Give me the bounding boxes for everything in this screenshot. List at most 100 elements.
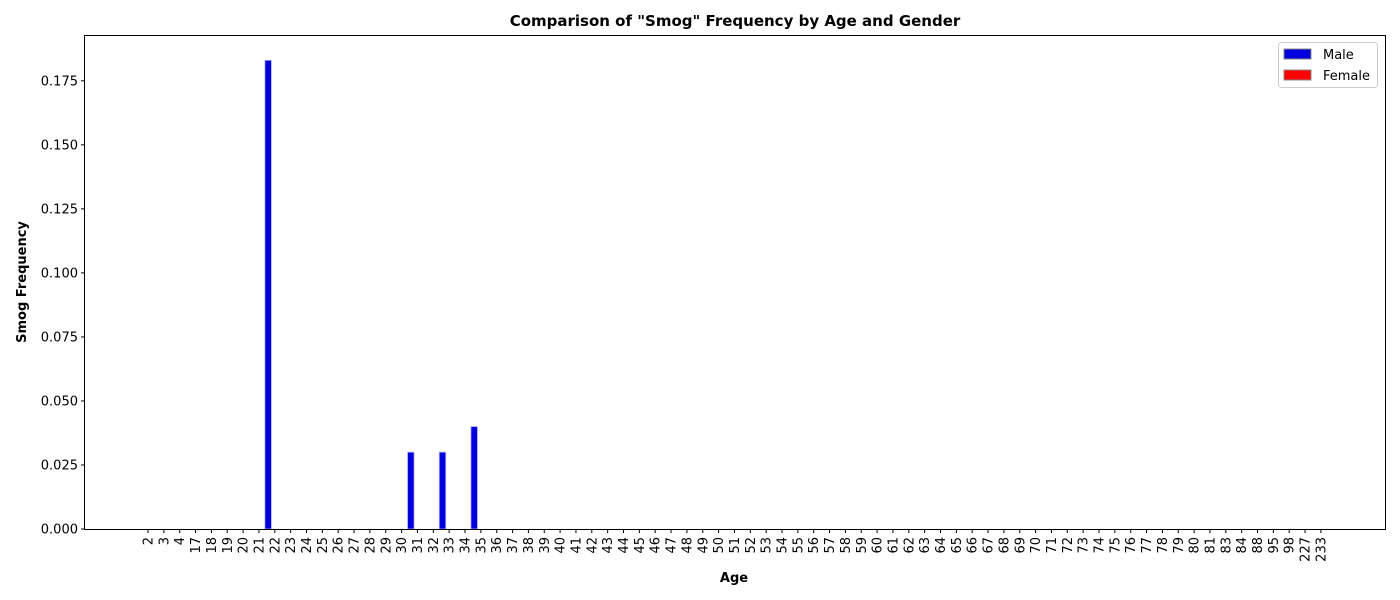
x-tick-label: 74 [1093,537,1108,554]
x-tick-label: 76 [1124,537,1139,554]
x-tick-label: 71 [1045,537,1060,554]
x-tick-label: 72 [1061,537,1076,554]
x-tick-label: 66 [966,537,981,554]
x-tick-label: 34 [459,537,474,554]
x-tick-label: 3 [157,537,172,545]
y-tick-label: 0.050 [41,394,78,409]
x-tick-label: 233 [1314,537,1329,562]
y-axis: 0.000 0.025 0.050 0.075 0.100 0.125 0.150 0.175 [41,74,85,538]
x-tick-label: 28 [363,537,378,554]
legend-swatch-female [1283,69,1312,81]
x-tick-label: 64 [934,537,949,554]
x-tick-label: 67 [982,537,997,554]
x-tick-label: 55 [791,537,806,554]
x-tick-label: 26 [332,537,347,554]
x-tick-label: 84 [1235,537,1250,554]
x-tick-label: 32 [427,537,442,554]
x-tick-label: 37 [506,537,521,554]
x-axis: 2 3 4 17 18 19 20 21 22 23 24 25 26 27 28 29 30 31 32 33 34 3… [142,529,1329,562]
y-tick-label: 0.125 [41,202,78,217]
x-tick-label: 57 [823,537,838,554]
plot-frame [84,35,1386,530]
x-tick-label: 19 [221,537,236,554]
x-tick-label: 2 [142,537,157,545]
bar-male-32 [438,451,447,530]
x-tick-label: 88 [1251,537,1266,554]
x-tick-label: 80 [1188,537,1203,554]
x-tick-label: 21 [252,537,267,554]
x-tick-label: 43 [601,537,616,554]
y-tick-label: 0.175 [41,74,78,89]
x-tick-label: 36 [490,537,505,554]
x-tick-label: 58 [839,537,854,554]
x-tick-label: 53 [760,537,775,554]
x-tick-label: 62 [902,537,917,554]
x-tick-label: 18 [205,537,220,554]
legend: Male Female [1278,42,1378,88]
x-tick-label: 54 [776,537,791,554]
x-tick-label: 51 [728,537,743,554]
x-tick-label: 50 [712,537,727,554]
x-tick-label: 49 [696,537,711,554]
x-tick-label: 56 [807,537,822,554]
y-tick-label: 0.025 [41,458,78,473]
x-tick-label: 22 [268,537,283,554]
x-tick-label: 17 [189,537,204,554]
x-tick-label: 77 [1140,537,1155,554]
x-axis-label: Age [720,571,748,586]
x-tick-label: 25 [316,537,331,554]
x-tick-label: 60 [871,537,886,554]
x-tick-label: 40 [554,537,569,554]
x-tick-label: 39 [538,537,553,554]
x-tick-label: 31 [411,537,426,554]
x-tick-label: 38 [522,537,537,554]
x-tick-label: 95 [1267,537,1282,554]
x-tick-label: 65 [950,537,965,554]
x-tick-label: 33 [443,537,458,554]
x-tick-label: 44 [617,537,632,554]
x-tick-label: 42 [585,537,600,554]
legend-label-female: Female [1323,69,1370,84]
x-tick-label: 41 [569,537,584,554]
y-tick-label: 0.150 [41,138,78,153]
x-tick-label: 46 [649,537,664,554]
x-tick-label: 48 [680,537,695,554]
x-tick-label: 23 [284,537,299,554]
legend-label-male: Male [1323,48,1354,63]
bar-male-21 [264,59,272,530]
bars-group [264,59,478,530]
x-tick-label: 24 [300,537,315,554]
x-tick-label: 29 [379,537,394,554]
x-tick-label: 68 [997,537,1012,554]
x-tick-label: 47 [665,537,680,554]
y-axis-label: Smog Frequency [15,221,30,343]
x-tick-label: 78 [1156,537,1171,554]
x-tick-label: 27 [348,537,363,554]
x-tick-label: 30 [395,537,410,554]
y-tick-label: 0.100 [41,266,78,281]
x-tick-label: 75 [1108,537,1123,554]
x-tick-label: 70 [1029,537,1044,554]
y-tick-label: 0.000 [41,523,78,538]
x-tick-label: 98 [1283,537,1298,554]
x-tick-label: 69 [1013,537,1028,554]
x-tick-label: 227 [1299,537,1314,562]
x-tick-label: 45 [633,537,648,554]
bar-male-34 [470,426,478,530]
x-tick-label: 81 [1203,537,1218,554]
bar-male-30 [407,451,415,530]
legend-swatch-male [1283,48,1312,60]
chart-title: Comparison of "Smog" Frequency by Age an… [510,12,961,30]
x-tick-label: 35 [474,537,489,554]
x-tick-label: 79 [1172,537,1187,554]
x-tick-label: 4 [173,537,188,545]
x-tick-label: 61 [886,537,901,554]
x-tick-label: 83 [1219,537,1234,554]
x-tick-label: 73 [1077,537,1092,554]
x-tick-label: 52 [744,537,759,554]
x-tick-label: 20 [237,537,252,554]
y-tick-label: 0.075 [41,330,78,345]
x-tick-label: 59 [855,537,870,554]
x-tick-label: 63 [918,537,933,554]
